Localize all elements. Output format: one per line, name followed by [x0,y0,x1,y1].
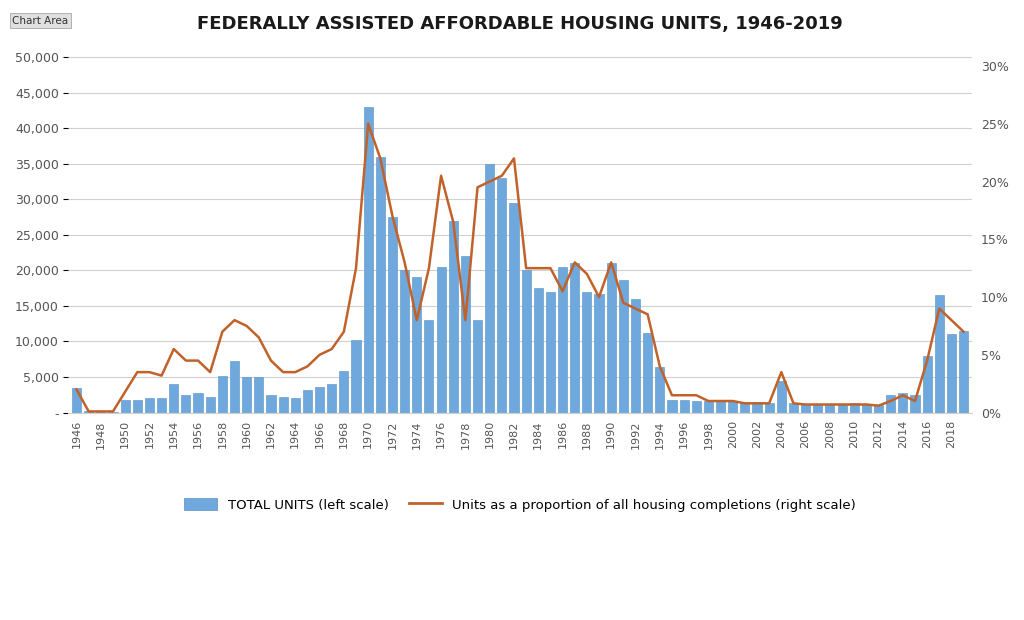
Bar [947,334,956,412]
Bar [668,401,677,412]
Bar [436,267,445,412]
Bar [570,264,580,412]
Bar [716,401,725,412]
Bar [279,397,288,412]
Bar [84,411,93,412]
Bar [449,221,458,412]
Bar [133,400,142,412]
Bar [558,267,567,412]
Bar [291,397,300,412]
Bar [157,397,166,412]
Bar [315,387,325,412]
Bar [521,270,530,412]
Bar [959,331,968,412]
Bar [364,107,373,412]
Bar [825,404,835,412]
Bar [655,367,665,412]
Bar [413,278,421,412]
Bar [631,299,640,412]
Bar [473,320,482,412]
Bar [777,381,785,412]
Legend: TOTAL UNITS (left scale), Units as a proportion of all housing completions (righ: TOTAL UNITS (left scale), Units as a pro… [179,493,861,517]
Bar [254,377,263,412]
Bar [121,401,130,412]
Bar [703,401,713,412]
Bar [461,256,470,412]
Bar [303,390,312,412]
Bar [753,402,762,412]
Bar [509,203,518,412]
Bar [400,270,410,412]
Bar [886,395,895,412]
Bar [765,402,774,412]
Bar [873,405,883,412]
Bar [546,292,555,412]
Bar [801,404,810,412]
Bar [618,280,628,412]
Bar [206,397,215,412]
Bar [850,402,859,412]
Bar [910,395,920,412]
Bar [740,402,750,412]
Bar [691,401,700,412]
Bar [595,294,603,412]
Bar [680,401,689,412]
Bar [327,384,336,412]
Bar [643,333,652,412]
Bar [583,292,592,412]
Bar [498,178,507,412]
Bar [898,393,907,412]
Bar [339,371,348,412]
Bar [606,264,615,412]
Bar [72,388,81,412]
Bar [813,404,822,412]
Title: FEDERALLY ASSISTED AFFORDABLE HOUSING UNITS, 1946-2019: FEDERALLY ASSISTED AFFORDABLE HOUSING UN… [198,15,843,33]
Bar [266,395,275,412]
Bar [351,340,360,412]
Bar [534,288,543,412]
Bar [376,157,385,412]
Bar [181,395,190,412]
Bar [935,295,944,412]
Bar [862,404,871,412]
Bar [144,399,154,412]
Bar [923,356,932,412]
Text: Chart Area: Chart Area [12,16,69,25]
Bar [169,384,178,412]
Bar [388,217,397,412]
Bar [728,401,737,412]
Bar [230,361,239,412]
Bar [485,164,495,412]
Bar [194,393,203,412]
Bar [838,404,847,412]
Bar [218,376,227,412]
Bar [788,402,798,412]
Bar [242,377,251,412]
Bar [424,320,433,412]
